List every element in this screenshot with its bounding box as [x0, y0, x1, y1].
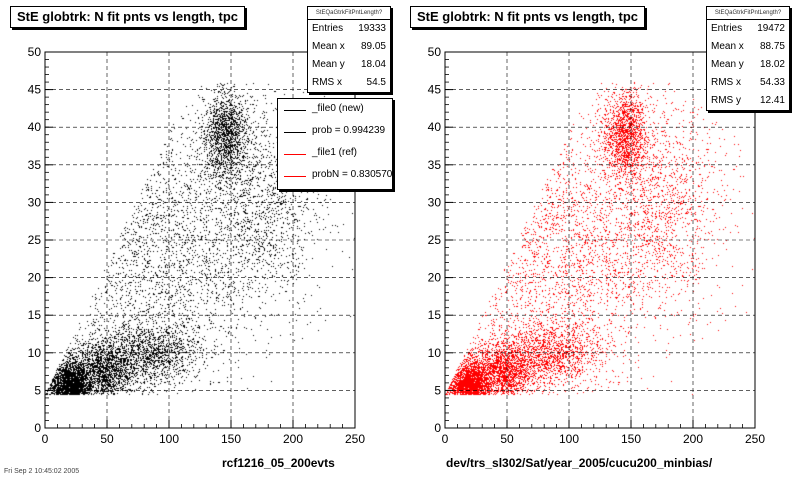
- y-tick-label: 0: [434, 421, 441, 435]
- legend-item: _file1 (ref): [278, 143, 392, 165]
- left-stats-header: StEQaGtrkFitPntLength?: [308, 7, 390, 20]
- y-tick-label: 30: [28, 195, 42, 209]
- x-tick-label: 150: [621, 432, 641, 446]
- left-plot-title: StE globtrk: N fit pnts vs length, tpc: [10, 6, 245, 28]
- x-tick-label: 200: [683, 432, 703, 446]
- legend-line-black: [284, 110, 306, 111]
- legend-line-red: [284, 154, 306, 155]
- y-tick-label: 20: [428, 271, 442, 285]
- y-tick-label: 10: [28, 346, 42, 360]
- y-tick-label: 40: [28, 120, 42, 134]
- y-tick-label: 5: [434, 383, 441, 397]
- legend-item: prob = 0.994239: [278, 121, 392, 143]
- y-tick-label: 45: [28, 83, 42, 97]
- y-tick-label: 25: [428, 233, 442, 247]
- x-tick-label: 250: [345, 432, 365, 446]
- date-stamp: Fri Sep 2 10:45:02 2005: [4, 468, 80, 475]
- y-tick-label: 45: [428, 83, 442, 97]
- left-x-caption: rcf1216_05_200evts: [222, 456, 335, 470]
- y-tick-label: 0: [34, 421, 41, 435]
- y-tick-label: 20: [28, 271, 42, 285]
- x-tick-label: 50: [500, 432, 514, 446]
- legend-box: _file0 (new) prob = 0.994239 _file1 (ref…: [277, 98, 393, 190]
- legend-line-black: [284, 132, 306, 133]
- stats-row: RMS x 54.5: [312, 77, 386, 88]
- y-tick-label: 50: [428, 45, 442, 59]
- right-stats-box: StEQaGtrkFitPntLength? Entries 19472 Mean…: [706, 6, 790, 111]
- legend-line-red: [284, 176, 306, 177]
- stats-row: RMS y 12.41: [711, 95, 785, 106]
- y-tick-label: 35: [428, 158, 442, 172]
- y-tick-label: 10: [428, 346, 442, 360]
- stats-row: Entries 19333: [312, 23, 386, 34]
- stats-row: Mean x 89.05: [312, 41, 386, 52]
- y-tick-label: 40: [428, 120, 442, 134]
- legend-item: _file0 (new): [278, 99, 392, 121]
- right-x-caption: dev/trs_sl302/Sat/year_2005/cucu200_minb…: [446, 456, 713, 470]
- legend-item: probN = 0.830570: [278, 165, 392, 187]
- y-tick-label: 15: [28, 308, 42, 322]
- y-tick-label: 30: [428, 195, 442, 209]
- stats-row: Mean x 88.75: [711, 41, 785, 52]
- stats-row: Entries 19472: [711, 23, 785, 34]
- stats-row: RMS x 54.33: [711, 77, 785, 88]
- x-tick-label: 150: [221, 432, 241, 446]
- left-stats-box: StEQaGtrkFitPntLength? Entries 19333 Mean…: [307, 6, 391, 93]
- x-tick-label: 0: [42, 432, 49, 446]
- y-tick-label: 35: [28, 158, 42, 172]
- right-stats-header: StEQaGtrkFitPntLength?: [707, 7, 789, 20]
- y-tick-label: 15: [428, 308, 442, 322]
- y-tick-label: 50: [28, 45, 42, 59]
- x-tick-label: 100: [559, 432, 579, 446]
- x-tick-label: 50: [100, 432, 114, 446]
- x-tick-label: 200: [283, 432, 303, 446]
- stats-row: Mean y 18.02: [711, 59, 785, 70]
- y-tick-label: 25: [28, 233, 42, 247]
- stats-row: Mean y 18.04: [312, 59, 386, 70]
- y-tick-label: 5: [34, 383, 41, 397]
- right-plot-title: StE globtrk: N fit pnts vs length, tpc: [410, 6, 645, 28]
- x-tick-label: 100: [159, 432, 179, 446]
- x-tick-label: 0: [442, 432, 449, 446]
- x-tick-label: 250: [745, 432, 765, 446]
